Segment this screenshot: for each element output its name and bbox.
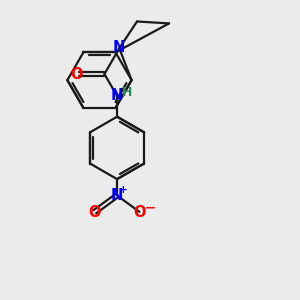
Text: −: − xyxy=(145,201,156,214)
Text: N: N xyxy=(113,40,125,55)
Text: N: N xyxy=(110,88,123,103)
Text: N: N xyxy=(111,188,123,203)
Text: O: O xyxy=(70,67,83,82)
Text: H: H xyxy=(122,86,132,99)
Text: +: + xyxy=(119,185,128,195)
Text: O: O xyxy=(134,205,146,220)
Text: O: O xyxy=(88,205,100,220)
